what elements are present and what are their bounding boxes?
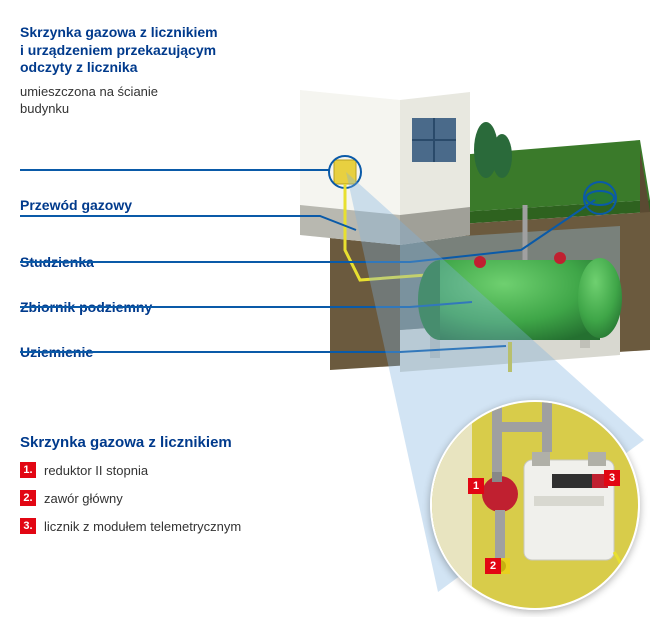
legend-row-1: 1. reduktor II stopnia <box>20 462 148 478</box>
detail-marker-1: 1 <box>468 478 484 494</box>
legend-row-2: 2. zawór główny <box>20 490 123 506</box>
legend-row-3: 3. licznik z modułem telemetrycznym <box>20 518 241 534</box>
detail-svg <box>432 402 640 610</box>
tree-icon <box>492 134 512 178</box>
main-diagram <box>0 0 664 400</box>
tank-end-right <box>578 258 622 338</box>
detail-marker-2: 2 <box>485 558 501 574</box>
legend-marker-1: 1. <box>20 462 36 478</box>
legend-text: zawór główny <box>44 491 123 506</box>
legend-text: licznik z modułem telemetrycznym <box>44 519 241 534</box>
detail-marker-3: 3 <box>604 470 620 486</box>
legend-marker-2: 2. <box>20 490 36 506</box>
detail-circle <box>430 400 640 610</box>
gas-box-icon <box>334 160 356 184</box>
legend-marker-3: 3. <box>20 518 36 534</box>
legend-text: reduktor II stopnia <box>44 463 148 478</box>
tank-body <box>440 260 600 340</box>
detail-section-title: Skrzynka gazowa z licznikiem <box>20 434 232 451</box>
